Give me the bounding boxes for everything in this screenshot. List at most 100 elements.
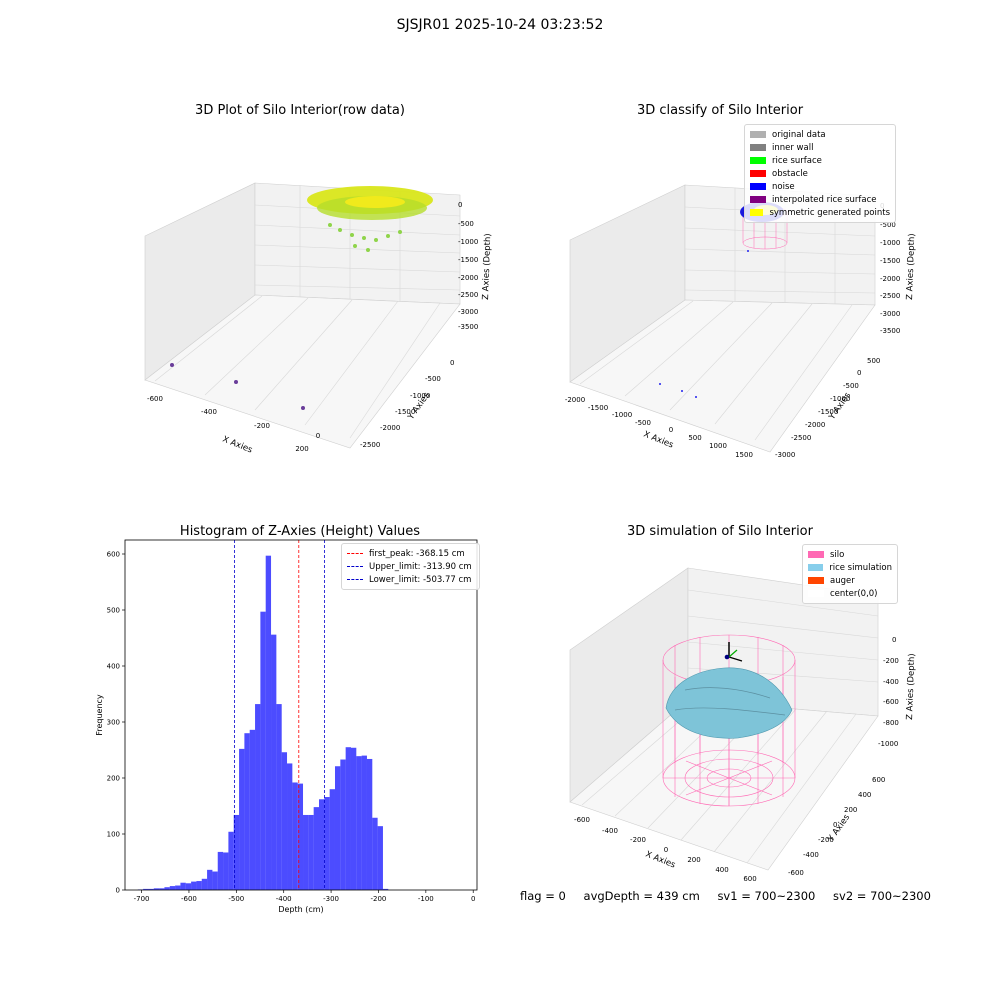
flag-status: flag = 0 bbox=[520, 889, 566, 903]
classify-legend-label: interpolated rice surface bbox=[772, 194, 877, 205]
classify-ztick: -2500 bbox=[880, 292, 900, 300]
raw-ytick: -1500 bbox=[395, 408, 415, 416]
histogram-bar bbox=[244, 733, 250, 890]
histogram-bar bbox=[382, 888, 389, 890]
raw-ztick: 0 bbox=[458, 201, 462, 209]
raw-ztick: -3500 bbox=[458, 323, 478, 331]
classify-legend-swatch bbox=[750, 131, 766, 138]
histogram-bar bbox=[334, 766, 341, 890]
sim-ytick: 400 bbox=[858, 791, 871, 799]
raw-xlabel: X Axies bbox=[221, 435, 254, 456]
histogram-bar bbox=[217, 851, 224, 890]
classify-ytick: -1000 bbox=[830, 395, 850, 403]
sim-ylabel: Y Axies bbox=[826, 812, 853, 844]
classify-ytick: -2500 bbox=[791, 434, 811, 442]
raw-ytick: -500 bbox=[425, 375, 441, 383]
figure-title: SJSJR01 2025-10-24 03:23:52 bbox=[396, 17, 604, 33]
classify-legend-item: inner wall bbox=[750, 141, 890, 154]
sim-xtick: 400 bbox=[715, 866, 728, 874]
raw-ztick: -500 bbox=[458, 220, 474, 228]
classify-xtick: -1000 bbox=[612, 411, 632, 419]
histogram-xtick-label: -500 bbox=[228, 895, 244, 903]
classify-legend-item: noise bbox=[750, 180, 890, 193]
classify-ytick: -2000 bbox=[805, 421, 825, 429]
histogram-legend-item: first_peak: -368.15 cm bbox=[347, 547, 474, 560]
classify-legend-label: rice surface bbox=[772, 155, 822, 166]
raw-xtick: -400 bbox=[201, 408, 217, 416]
histogram-legend-label: Lower_limit: -503.77 cm bbox=[369, 574, 472, 585]
sim-ytick: -400 bbox=[803, 851, 819, 859]
simulation-legend-label: rice simulation bbox=[829, 562, 892, 573]
histogram-bar bbox=[308, 814, 314, 890]
histogram-bar bbox=[281, 752, 288, 890]
classify-ztick: -1500 bbox=[880, 257, 900, 265]
classify-legend-swatch bbox=[750, 157, 766, 164]
classify-legend-label: obstacle bbox=[772, 168, 808, 179]
classify-legend-item: original data bbox=[750, 128, 890, 141]
raw-3d-plot: -600 -400 -200 0 200 0 -500 -1000 -1500 … bbox=[144, 182, 493, 456]
classify-legend-swatch bbox=[750, 170, 766, 177]
raw-xtick: 0 bbox=[316, 432, 320, 440]
sim-ztick: -600 bbox=[883, 698, 899, 706]
histogram-bar bbox=[148, 888, 154, 890]
simulation-legend-swatch bbox=[808, 590, 824, 597]
histogram-bar bbox=[169, 886, 176, 890]
histogram-bar bbox=[361, 755, 367, 890]
histogram-legend-label: Upper_limit: -313.90 cm bbox=[369, 561, 472, 572]
histogram-bar bbox=[350, 747, 357, 890]
histogram-legend-item: Lower_limit: -503.77 cm bbox=[347, 573, 474, 586]
classify-ytick: 0 bbox=[857, 369, 861, 377]
histogram-bar bbox=[143, 888, 149, 890]
histogram-ytick-label: 400 bbox=[107, 663, 120, 671]
classify-ytick: 500 bbox=[867, 357, 880, 365]
histogram-bar bbox=[292, 782, 298, 890]
histogram-bar bbox=[185, 883, 192, 890]
sv2-range: sv2 = 700~2300 bbox=[833, 889, 931, 903]
sim-ztick: -400 bbox=[883, 678, 899, 686]
histogram-legend-label: first_peak: -368.15 cm bbox=[369, 548, 465, 559]
sim-ytick: 0 bbox=[833, 821, 837, 829]
raw-ytick: -2000 bbox=[380, 424, 400, 432]
histogram-xtick-label: -600 bbox=[181, 895, 197, 903]
classify-xtick: -500 bbox=[635, 419, 651, 427]
sim-ztick: 0 bbox=[892, 636, 896, 644]
classify-ztick: -2000 bbox=[880, 275, 900, 283]
classify-xtick: 1500 bbox=[735, 451, 753, 459]
histogram-bar bbox=[228, 831, 234, 890]
histogram-bar bbox=[356, 756, 362, 890]
raw-plot-title: 3D Plot of Silo Interior(row data) bbox=[195, 103, 405, 118]
simulation-legend-label: auger bbox=[830, 575, 855, 586]
histogram-ytick-label: 0 bbox=[116, 887, 120, 895]
classify-legend-item: symmetric generated points bbox=[750, 206, 890, 219]
classify-legend-label: original data bbox=[772, 129, 826, 140]
sim-ytick: -200 bbox=[818, 836, 834, 844]
sim-ytick: 200 bbox=[844, 806, 857, 814]
raw-zlabel: Z Axies (Depth) bbox=[481, 233, 493, 300]
classify-legend-swatch bbox=[750, 209, 764, 216]
classify-legend-label: inner wall bbox=[772, 142, 814, 153]
histogram-xtick-label: -100 bbox=[418, 895, 434, 903]
classify-xtick: 0 bbox=[669, 426, 673, 434]
histogram-bar bbox=[175, 885, 181, 890]
simulation-legend-item: silo bbox=[808, 548, 892, 561]
histogram-bar bbox=[196, 881, 202, 890]
histogram-bar bbox=[324, 797, 330, 890]
histogram-legend-swatch bbox=[347, 579, 363, 580]
classify-legend-swatch bbox=[750, 196, 766, 203]
sim-ytick: 600 bbox=[872, 776, 885, 784]
histogram-bar bbox=[319, 799, 325, 890]
classify-xtick: -1500 bbox=[588, 404, 608, 412]
sim-xtick: 600 bbox=[743, 875, 756, 883]
histogram-bar bbox=[260, 611, 266, 890]
histogram-ytick-label: 600 bbox=[107, 551, 120, 559]
simulation-legend-swatch bbox=[808, 564, 824, 571]
sim-zlabel: Z Axies (Depth) bbox=[905, 653, 917, 720]
classify-legend-label: noise bbox=[772, 181, 795, 192]
sim-xtick: 200 bbox=[687, 856, 700, 864]
raw-ytick: -1000 bbox=[410, 392, 430, 400]
simulation-legend-item: auger bbox=[808, 574, 892, 587]
classify-xtick: 1000 bbox=[709, 442, 727, 450]
histogram-bar bbox=[159, 888, 165, 890]
classify-zlabel: Z Axies (Depth) bbox=[905, 233, 917, 300]
histogram-xtick-label: -700 bbox=[134, 895, 150, 903]
